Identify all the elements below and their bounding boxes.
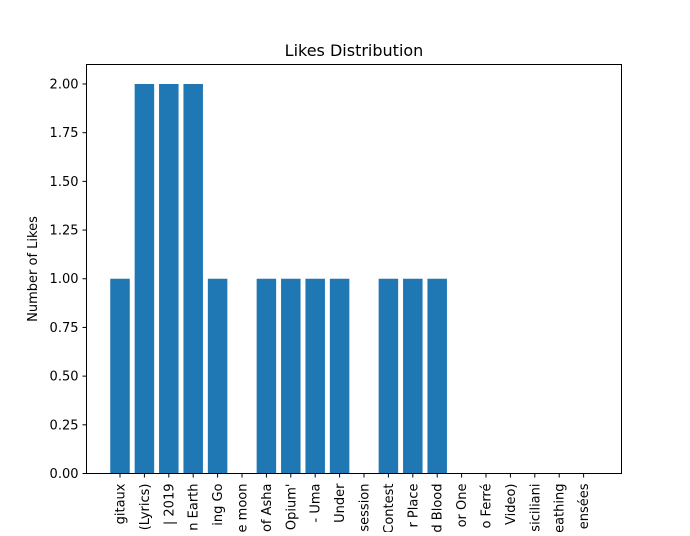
y-tick-label: 1.00 bbox=[50, 272, 79, 287]
x-tick-label: n Earth bbox=[187, 484, 202, 531]
bar bbox=[403, 278, 423, 474]
y-tick-label: 2.00 bbox=[50, 77, 79, 92]
x-tick-label: session bbox=[358, 484, 373, 532]
x-tick-label: or One bbox=[455, 484, 470, 528]
bar bbox=[183, 83, 203, 474]
x-tick-label: o Ferré bbox=[480, 484, 495, 529]
x-tick-label: r Place bbox=[406, 484, 421, 528]
y-tick-label: 1.25 bbox=[50, 224, 79, 239]
x-tick-label: of Asha bbox=[260, 484, 275, 533]
y-tick-label: 1.75 bbox=[50, 126, 79, 141]
bar bbox=[305, 278, 325, 474]
x-tick-label: ensées bbox=[577, 483, 592, 529]
bar bbox=[256, 278, 277, 474]
x-tick-label: Opium' bbox=[284, 484, 299, 531]
y-tick-label: 0.50 bbox=[50, 370, 79, 385]
y-tick-label: 0.75 bbox=[50, 321, 79, 336]
bar bbox=[110, 278, 130, 474]
x-tick-label: d Blood bbox=[431, 484, 446, 533]
x-tick-label: eathing bbox=[553, 484, 568, 533]
bar bbox=[159, 83, 179, 474]
bar bbox=[427, 278, 447, 474]
y-axis-ticks: 0.00 0.25 0.50 0.75 1.00 1.25 1.50 1.75 2.00 bbox=[50, 77, 87, 482]
plot-frame bbox=[86, 64, 622, 474]
x-tick-label: - Uma bbox=[309, 484, 324, 523]
x-axis-ticks: gitaux (Lyrics) | 2019 n Earth ing Go e moon o… bbox=[114, 473, 592, 533]
x-tick-label: Under bbox=[333, 483, 348, 523]
x-tick-label: e moon bbox=[236, 484, 251, 533]
x-tick-label: siciliani bbox=[528, 484, 543, 532]
y-tick-label: 0.00 bbox=[50, 467, 79, 482]
chart-title: Likes Distribution bbox=[285, 41, 424, 60]
y-tick-label: 0.25 bbox=[50, 418, 79, 433]
bar bbox=[378, 278, 399, 474]
bar bbox=[329, 278, 350, 474]
x-tick-label: Video) bbox=[504, 484, 519, 526]
bar bbox=[134, 83, 155, 474]
y-tick-label: 1.50 bbox=[50, 175, 79, 190]
x-tick-label: | 2019 bbox=[162, 484, 177, 526]
bars-group bbox=[110, 83, 447, 474]
x-tick-label: ing Go bbox=[211, 483, 226, 525]
bar bbox=[207, 278, 228, 474]
x-tick-label: Contest bbox=[382, 484, 397, 533]
x-tick-label: gitaux bbox=[114, 483, 129, 524]
bar bbox=[281, 278, 301, 474]
y-axis-label: Number of Likes bbox=[26, 216, 41, 322]
x-tick-label: (Lyrics) bbox=[138, 484, 153, 531]
